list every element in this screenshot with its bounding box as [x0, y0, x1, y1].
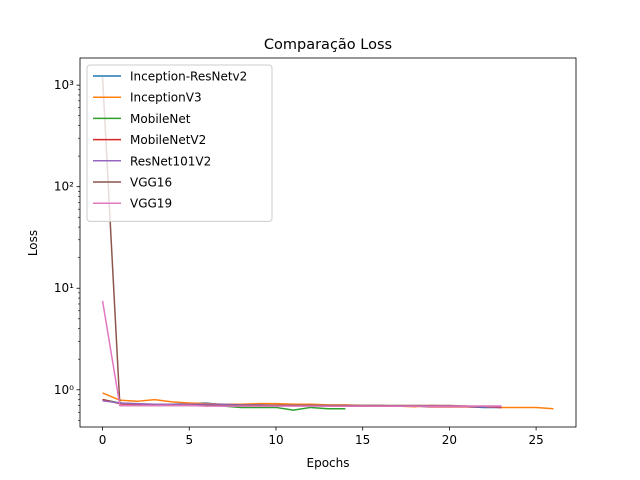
legend-label: InceptionV3 — [130, 91, 202, 105]
x-axis-title: Epochs — [307, 456, 350, 470]
legend-label: MobileNet — [130, 112, 191, 126]
x-tick-label: 5 — [185, 433, 193, 447]
y-tick-label: 10¹ — [54, 281, 74, 295]
x-tick-label: 10 — [268, 433, 283, 447]
plot-area-frame — [79, 57, 577, 428]
legend-box — [86, 64, 273, 222]
y-axis: 10⁰ 10¹ 10² 10³ — [54, 78, 80, 421]
y-axis-title: Loss — [26, 230, 40, 256]
x-tick-label: 0 — [99, 433, 107, 447]
legend-label: VGG16 — [130, 176, 172, 190]
x-tick-label: 20 — [442, 433, 457, 447]
legend-label: ResNet101V2 — [130, 154, 211, 168]
series-line-6 — [101, 300, 502, 407]
x-tick-label: 25 — [528, 433, 543, 447]
y-tick-label: 10² — [54, 180, 74, 194]
x-tick-label: 15 — [355, 433, 370, 447]
legend: Inception-ResNetv2 InceptionV3 MobileNet Mo… — [86, 64, 273, 222]
series-layer — [101, 77, 554, 411]
x-axis: 0 5 10 15 20 25 — [99, 427, 544, 447]
legend-label: MobileNetV2 — [130, 133, 206, 147]
chart-title: Comparação Loss — [264, 37, 392, 53]
legend-label: Inception-ResNetv2 — [130, 70, 247, 84]
y-tick-label: 10³ — [54, 78, 74, 92]
legend-label: VGG19 — [130, 197, 172, 211]
y-tick-label: 10⁰ — [54, 383, 74, 397]
